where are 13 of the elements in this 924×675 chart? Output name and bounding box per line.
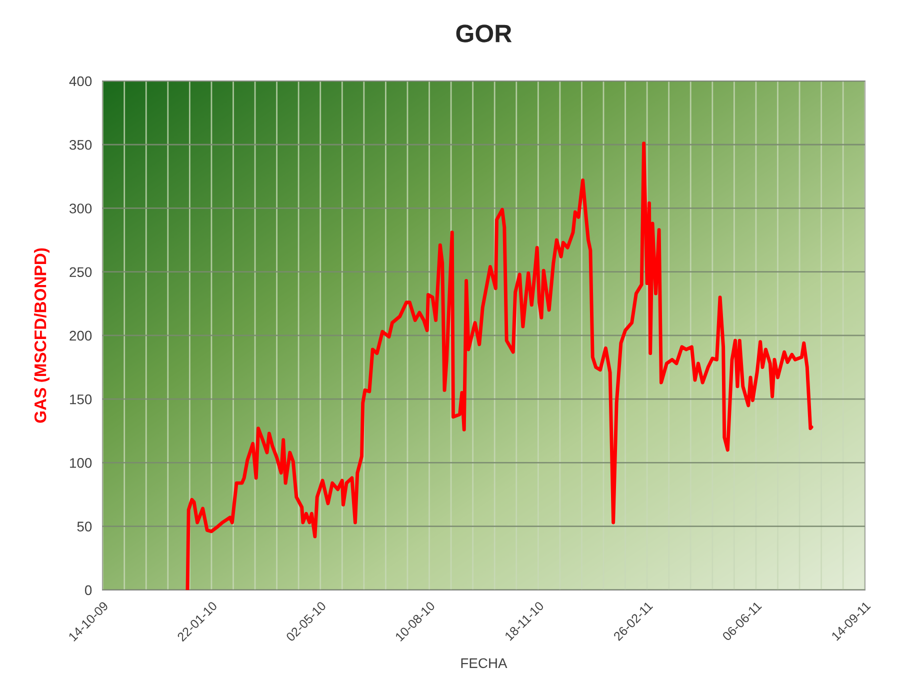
x-axis-title: FECHA: [461, 658, 508, 668]
y-tick-label: 350: [70, 140, 92, 150]
chart-title: GOR: [456, 24, 512, 42]
y-tick-label: 0: [84, 585, 92, 596]
y-tick-label: 300: [70, 204, 92, 214]
y-axis-title: GAS (MSCFD/BONPD): [34, 248, 50, 423]
y-tick-label: 200: [70, 330, 92, 341]
y-tick-label: 400: [69, 76, 92, 86]
y-tick-label: 100: [70, 458, 92, 468]
y-tick-label: 50: [77, 522, 92, 532]
line-series: [186, 142, 814, 590]
y-tick-label: 150: [70, 394, 92, 404]
y-tick-label: 250: [70, 267, 92, 278]
